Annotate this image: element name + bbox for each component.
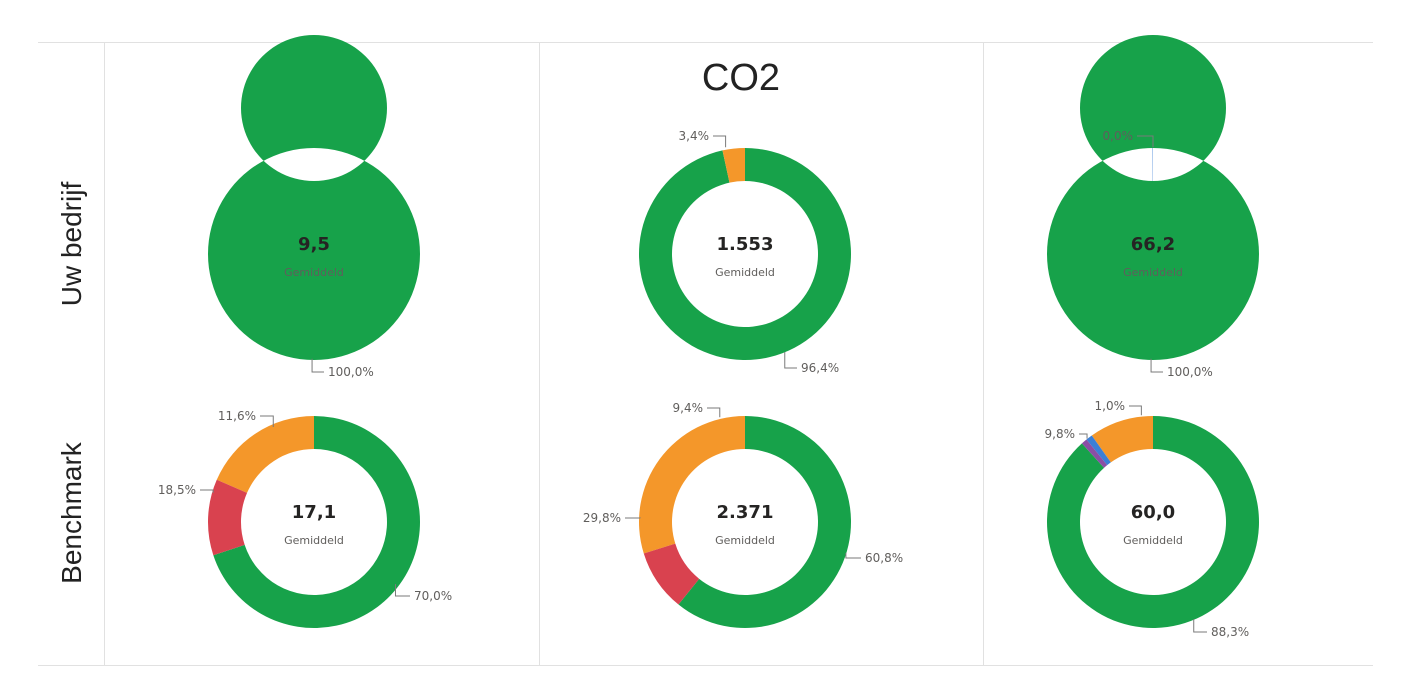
donut-slice-green [1046,35,1259,361]
bottom-divider [38,665,1373,666]
slice-label: 100,0% [328,365,374,379]
slice-label: 9,8% [1045,427,1076,441]
leader-line [784,351,797,369]
slice-label: 0,0% [1103,129,1134,143]
slice-label: 96,4% [801,361,839,375]
slice-label: 3,4% [679,129,710,143]
column-title-co2: CO2 [701,57,781,99]
slice-label: 18,5% [158,483,196,497]
center-caption: Gemiddeld [284,266,344,279]
donut-slice-orange [722,148,745,183]
center-value: 17,1 [292,502,336,523]
top-divider [38,42,1373,43]
center-caption: Gemiddeld [284,534,344,547]
center-value: 66,2 [1131,234,1175,255]
donut-slice-green [1047,416,1259,628]
center-caption: Gemiddeld [1123,266,1183,279]
donut-slice-orange [216,416,314,493]
donut-slice-green [639,148,851,360]
slice-label: 9,4% [673,401,704,415]
leader-line [1137,135,1154,148]
row-title-benchmark: Benchmark [56,442,87,584]
slice-label: 70,0% [414,589,452,603]
donut-co2-benchmark: 60,8% 29,8% 9,4% 2.371 Gemiddeld [583,401,903,628]
row-header-divider [104,42,105,666]
donut-slice-purple [1081,439,1108,468]
center-caption: Gemiddeld [715,266,775,279]
leader-line [707,407,721,418]
donut-slice-green [213,416,420,628]
slice-label: 100,0% [1167,365,1213,379]
leader-line [1193,619,1207,633]
donut-slice-red [208,479,248,556]
center-value: 2.371 [717,502,774,523]
donut-slice-blue [1086,435,1111,466]
donut-nh3-benchmark: 70,0% 18,5% 11,6% 17,1 Gemiddeld [158,409,452,628]
slice-label: 29,8% [583,511,621,525]
leader-line [1150,358,1163,373]
donut-rv-uw-bedrijf: 100,0% 0,0% 66,2 Gemiddeld [1046,35,1259,379]
donut-slice-orange [1091,416,1153,463]
center-caption: Gemiddeld [1123,534,1183,547]
leader-line [713,135,727,148]
donut-slice-green [207,35,420,361]
leader-line [1129,405,1142,416]
leader-line [1079,433,1088,439]
donut-co2-uw-bedrijf: 96,4% 3,4% 1.553 Gemiddeld [639,129,851,375]
leader-line [311,358,324,373]
row-title-uw-bedrijf: Uw bedrijf [56,181,87,307]
donut-slice-green [678,416,851,628]
donut-nh3-uw-bedrijf: 100,0% 9,5 Gemiddeld [207,35,420,379]
slice-label: 88,3% [1211,625,1249,639]
leader-line [394,584,410,597]
slice-label: 60,8% [865,551,903,565]
column-divider-2 [983,42,984,666]
donut-slice-orange [639,416,745,554]
leader-line [845,553,861,559]
center-caption: Gemiddeld [715,534,775,547]
slice-label: 1,0% [1095,399,1126,413]
leader-line [260,415,274,427]
center-value: 9,5 [298,234,330,255]
slice-label: 11,6% [218,409,256,423]
center-value: 60,0 [1131,502,1175,523]
leader-line [200,489,214,493]
column-divider-1 [539,42,540,666]
donut-slice-red [643,543,700,605]
center-value: 1.553 [717,234,774,255]
donut-rv-benchmark: 88,3% 9,8% 1,0% 60,0 Gemiddeld [1045,399,1259,639]
